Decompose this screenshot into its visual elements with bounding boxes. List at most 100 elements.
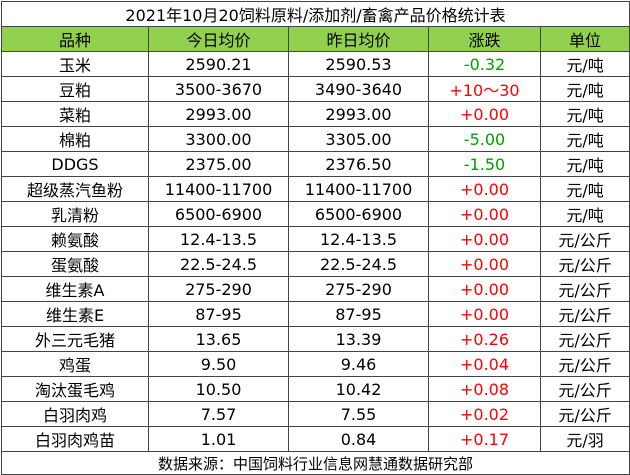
cell: 11400-11700 (148, 176, 289, 202)
cell: 元/公斤 (539, 401, 630, 427)
data-row: 棉粕 3300.00 3305.00 -5.00 元/吨 (1, 126, 630, 152)
change-cell: +0.00 (428, 276, 541, 302)
cell: 元/羽 (539, 426, 630, 452)
cell: 2590.21 (148, 51, 289, 77)
cell: 3305.00 (288, 126, 429, 152)
cell: 维生素A (1, 276, 149, 302)
data-row: 淘汰蛋毛鸡 10.50 10.42 +0.08 元/公斤 (1, 376, 630, 402)
cell: 3500-3670 (148, 76, 289, 102)
cell: 白羽肉鸡 (1, 401, 149, 427)
cell: 白羽肉鸡苗 (1, 426, 149, 452)
header-cell: 单位 (539, 26, 630, 52)
cell: 维生素E (1, 301, 149, 327)
data-row: 菜粕 2993.00 2993.00 +0.00 元/吨 (1, 101, 630, 127)
data-row: 玉米 2590.21 2590.53 -0.32 元/吨 (1, 51, 630, 77)
change-cell: +0.26 (428, 326, 541, 352)
cell: 87-95 (148, 301, 289, 327)
cell: 元/吨 (539, 151, 630, 177)
cell: 豆粕 (1, 76, 149, 102)
source-note: 数据来源：中国饲料行业信息网慧通数据研究部 (0, 451, 630, 475)
cell: 元/公斤 (539, 326, 630, 352)
cell: 超级蒸汽鱼粉 (1, 176, 149, 202)
cell: 6500-6900 (288, 201, 429, 227)
cell: 元/吨 (539, 76, 630, 102)
cell: 1.01 (148, 426, 289, 452)
change-cell: +0.00 (428, 176, 541, 202)
cell: 外三元毛猪 (1, 326, 149, 352)
data-row: 维生素E 87-95 87-95 +0.00 元/公斤 (1, 301, 630, 327)
header-cell: 涨跌 (428, 26, 541, 52)
cell: 0.84 (288, 426, 429, 452)
cell: 275-290 (148, 276, 289, 302)
cell: 玉米 (1, 51, 149, 77)
cell: 2993.00 (288, 101, 429, 127)
cell: 12.4-13.5 (288, 226, 429, 252)
cell: 10.42 (288, 376, 429, 402)
data-row: DDGS 2375.00 2376.50 -1.50 元/吨 (1, 151, 630, 177)
cell: 乳清粉 (1, 201, 149, 227)
cell: 3300.00 (148, 126, 289, 152)
change-cell: +0.04 (428, 351, 541, 377)
cell: 元/吨 (539, 201, 630, 227)
cell: 元/吨 (539, 126, 630, 152)
cell: 2375.00 (148, 151, 289, 177)
data-row: 豆粕 3500-3670 3490-3640 +10～30 元/吨 (1, 76, 630, 102)
change-cell: +0.02 (428, 401, 541, 427)
cell: 13.65 (148, 326, 289, 352)
cell: 22.5-24.5 (148, 251, 289, 277)
header-cell: 品种 (1, 26, 149, 52)
cell: 7.55 (288, 401, 429, 427)
cell: 13.39 (288, 326, 429, 352)
change-cell: -5.00 (428, 126, 541, 152)
cell: 6500-6900 (148, 201, 289, 227)
cell: 2376.50 (288, 151, 429, 177)
cell: 3490-3640 (288, 76, 429, 102)
cell: 赖氨酸 (1, 226, 149, 252)
cell: 2590.53 (288, 51, 429, 77)
change-cell: +0.00 (428, 251, 541, 277)
footer-row: 数据来源：中国饲料行业信息网慧通数据研究部 (0, 451, 630, 475)
table-title: 2021年10月20饲料原料/添加剂/畜禽产品价格统计表 (0, 1, 630, 27)
cell: 元/吨 (539, 176, 630, 202)
cell: 9.46 (288, 351, 429, 377)
cell: 元/公斤 (539, 251, 630, 277)
header-cell: 今日均价 (148, 26, 289, 52)
cell: 2993.00 (148, 101, 289, 127)
cell: 蛋氨酸 (1, 251, 149, 277)
change-cell: +0.00 (428, 301, 541, 327)
cell: DDGS (1, 151, 149, 177)
data-row: 蛋氨酸 22.5-24.5 22.5-24.5 +0.00 元/公斤 (1, 251, 630, 277)
data-row: 外三元毛猪 13.65 13.39 +0.26 元/公斤 (1, 326, 630, 352)
change-cell: -0.32 (428, 51, 541, 77)
cell: 7.57 (148, 401, 289, 427)
data-row: 鸡蛋 9.50 9.46 +0.04 元/公斤 (1, 351, 630, 377)
change-cell: -1.50 (428, 151, 541, 177)
cell: 元/公斤 (539, 351, 630, 377)
change-cell: +0.00 (428, 101, 541, 127)
cell: 棉粕 (1, 126, 149, 152)
cell: 元/公斤 (539, 376, 630, 402)
cell: 87-95 (288, 301, 429, 327)
cell: 菜粕 (1, 101, 149, 127)
cell: 鸡蛋 (1, 351, 149, 377)
cell: 元/吨 (539, 101, 630, 127)
cell: 10.50 (148, 376, 289, 402)
cell: 275-290 (288, 276, 429, 302)
cell: 9.50 (148, 351, 289, 377)
cell: 12.4-13.5 (148, 226, 289, 252)
cell: 元/吨 (539, 51, 630, 77)
data-row: 乳清粉 6500-6900 6500-6900 +0.00 元/吨 (1, 201, 630, 227)
cell: 22.5-24.5 (288, 251, 429, 277)
header-cell: 昨日均价 (288, 26, 429, 52)
change-cell: +0.08 (428, 376, 541, 402)
change-cell: +10～30 (428, 76, 541, 102)
cell: 元/公斤 (539, 226, 630, 252)
cell: 11400-11700 (288, 176, 429, 202)
cell: 元/公斤 (539, 301, 630, 327)
cell: 元/公斤 (539, 276, 630, 302)
title-row: 2021年10月20饲料原料/添加剂/畜禽产品价格统计表 (0, 1, 630, 27)
data-row: 维生素A 275-290 275-290 +0.00 元/公斤 (1, 276, 630, 302)
